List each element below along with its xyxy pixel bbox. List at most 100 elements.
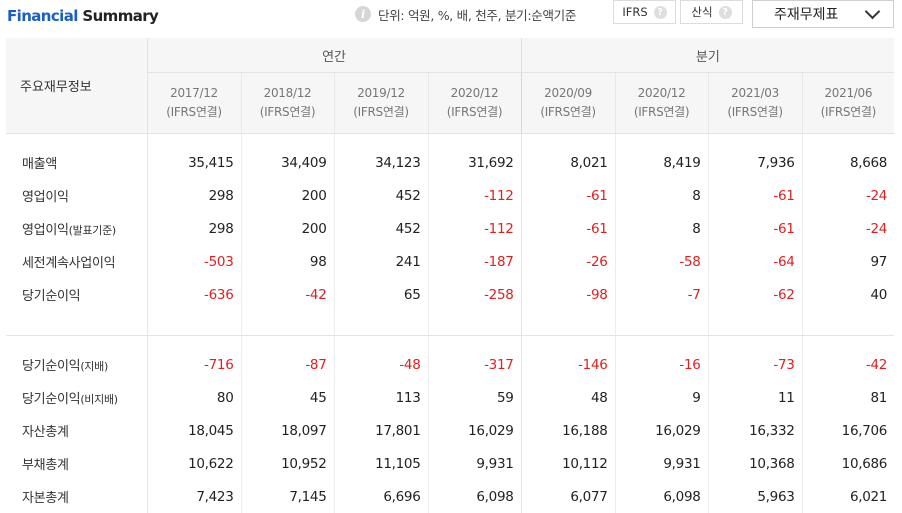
row-label[interactable]: 당기순이익(지배) <box>6 348 148 381</box>
ifrs-help-button[interactable]: IFRS ? <box>613 0 676 24</box>
period-basis: (IFRS연결) <box>820 105 877 119</box>
period-header: 2018/12 (IFRS연결) <box>241 72 335 134</box>
table-row: 세전계속사업이익 -503 98 241 -187 -26 -58 -64 97 <box>6 245 894 278</box>
spacer-cell <box>6 335 148 348</box>
spacer-cell <box>334 335 429 348</box>
value-cell: -42 <box>865 356 888 373</box>
spacer-row <box>6 133 894 147</box>
value-cell: 34,123 <box>334 146 429 179</box>
spacer-cell <box>708 311 803 336</box>
row-label-main: 영업이익 <box>22 190 69 205</box>
ifrs-label: IFRS <box>622 5 648 19</box>
row-label[interactable]: 영업이익(발표기준) <box>6 212 148 245</box>
row-label-suffix: (발표기준) <box>68 224 117 237</box>
row-label-suffix: (비지배) <box>80 393 118 406</box>
spacer-cell <box>241 133 335 146</box>
value-cell: -317 <box>428 348 522 381</box>
help-icon: ? <box>718 5 732 19</box>
spacer-cell <box>521 335 616 348</box>
row-label[interactable]: 당기순이익(비지배) <box>6 381 148 414</box>
period-basis: (IFRS연결) <box>540 105 596 119</box>
value-cell: -716 <box>147 348 242 381</box>
value-cell: 8,021 <box>521 146 616 179</box>
value-cell: 11,105 <box>334 447 429 480</box>
value-cell: 10,112 <box>521 447 616 480</box>
corner-header: 주요재무정보 <box>6 38 148 134</box>
select-label: 주재무제표 <box>774 7 839 23</box>
period-header: 2021/03 (IFRS연결) <box>708 72 803 134</box>
table-row: 당기순이익(지배) -716 -87 -48 -317 -146 -16 -73 -42 <box>6 348 894 381</box>
row-label[interactable]: 자본총계 <box>6 480 148 513</box>
value-cell: 45 <box>241 381 335 414</box>
value-cell: 10,368 <box>708 447 803 480</box>
value-cell: 7,145 <box>241 480 335 513</box>
value-cell: 6,696 <box>334 480 429 513</box>
period-date: 2021/03 <box>731 86 779 100</box>
help-icon: ? <box>653 5 667 19</box>
value-cell: -98 <box>521 278 616 311</box>
unit-text: 단위: 억원, %, 배, 천주, 분기:순액기준 <box>378 7 577 23</box>
value-cell: -73 <box>708 348 803 381</box>
row-label[interactable]: 부채총계 <box>6 447 148 480</box>
period-header: 2021/06 (IFRS연결) <box>802 72 895 134</box>
row-label[interactable]: 자산총계 <box>6 414 148 447</box>
period-header: 2020/09 (IFRS연결) <box>521 72 616 134</box>
quarter-group-header: 분기 <box>521 38 895 73</box>
summary-header: Financial Summary i 단위: 억원, %, 배, 천주, 분기… <box>0 0 902 34</box>
value-cell: -112 <box>428 179 522 212</box>
value-cell: 59 <box>428 381 522 414</box>
value-cell: 6,077 <box>521 480 616 513</box>
section-title: Financial Summary <box>7 7 159 25</box>
value-cell: 298 <box>147 212 242 245</box>
row-label-main: 당기순이익 <box>22 289 81 304</box>
period-date: 2017/12 <box>170 86 218 100</box>
value-cell: 8,419 <box>615 146 709 179</box>
table-row: 영업이익(발표기준) 298 200 452 -112 -61 8 -61 -24 <box>6 212 894 245</box>
period-date: 2020/12 <box>637 86 686 100</box>
value-cell: -87 <box>241 348 335 381</box>
spacer-cell <box>147 335 242 348</box>
spacer-cell <box>241 311 335 336</box>
row-label[interactable]: 당기순이익 <box>6 278 148 311</box>
value-cell: 16,029 <box>428 414 522 447</box>
value-cell: 8 <box>615 212 709 245</box>
value-cell: 452 <box>334 179 429 212</box>
title-summary: Summary <box>82 7 159 25</box>
value-cell: -24 <box>865 220 888 237</box>
spacer-cell <box>802 311 895 336</box>
row-label-main: 매출액 <box>22 157 57 172</box>
formula-help-button[interactable]: 산식 ? <box>680 0 743 24</box>
statement-type-select[interactable]: 주재무제표 <box>752 0 894 28</box>
period-date: 2021/06 <box>824 86 873 100</box>
value-cell: -503 <box>147 245 242 278</box>
table-row: 매출액 35,415 34,409 34,123 31,692 8,021 8,419 7,9… <box>6 146 894 179</box>
spacer-cell <box>6 311 148 336</box>
period-basis: (IFRS연결) <box>166 105 222 119</box>
value-cell: 6,098 <box>615 480 709 513</box>
value-cell: 7,936 <box>708 146 803 179</box>
value-cell: 6,021 <box>849 488 888 505</box>
value-cell: -26 <box>521 245 616 278</box>
row-label[interactable]: 세전계속사업이익 <box>6 245 148 278</box>
row-label-main: 당기순이익 <box>22 392 81 407</box>
period-basis: (IFRS연결) <box>446 105 503 119</box>
value-cell: 8 <box>615 179 709 212</box>
info-icon[interactable]: i <box>355 6 371 22</box>
value-cell: 97 <box>870 253 888 270</box>
value-cell: 65 <box>334 278 429 311</box>
row-label[interactable]: 영업이익 <box>6 179 148 212</box>
row-label[interactable]: 매출액 <box>6 146 148 179</box>
spacer-cell <box>334 311 429 336</box>
value-cell: 11 <box>708 381 803 414</box>
spacer-cell <box>802 134 894 147</box>
row-label-main: 세전계속사업이익 <box>22 256 116 271</box>
period-basis: (IFRS연결) <box>259 105 316 119</box>
value-cell: 31,692 <box>428 146 522 179</box>
value-cell: -61 <box>521 212 616 245</box>
value-cell: -42 <box>241 278 335 311</box>
value-cell: 452 <box>334 212 429 245</box>
period-date: 2019/12 <box>357 86 405 100</box>
value-cell: 200 <box>241 212 335 245</box>
annual-group-header: 연간 <box>147 38 522 73</box>
value-cell: 241 <box>334 245 429 278</box>
